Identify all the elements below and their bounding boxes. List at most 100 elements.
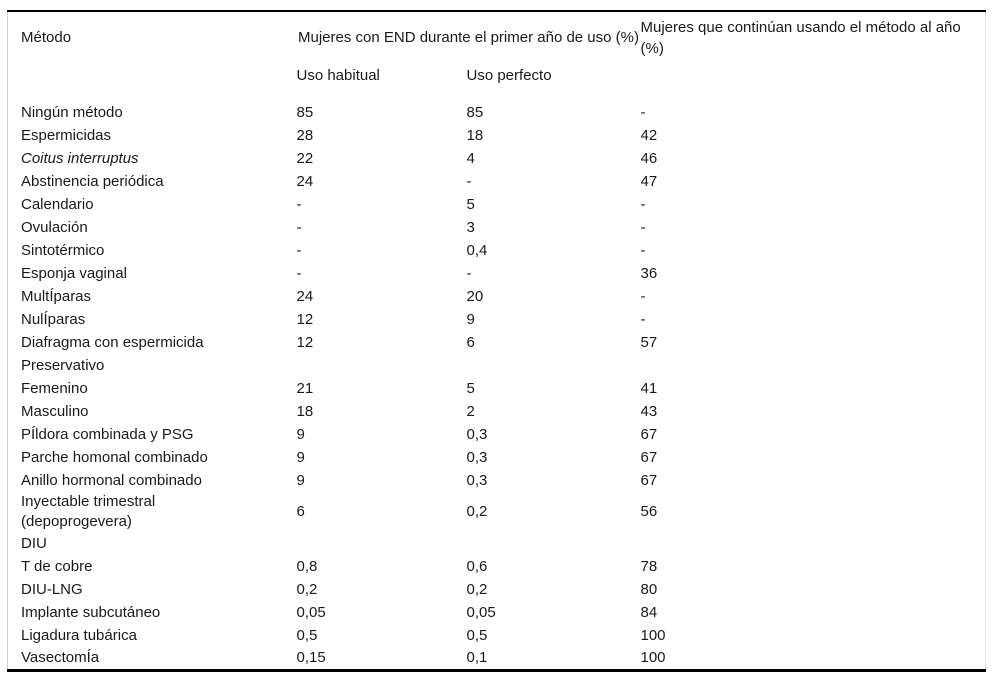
continua-cell: -	[640, 195, 646, 213]
method-cell: Ovulación	[21, 218, 88, 236]
uso-perfecto-cell: 5	[466, 379, 475, 397]
method-cell: Coitus interruptus	[21, 149, 139, 167]
method-cell: Abstinencia periódica	[21, 172, 164, 190]
continua-cell: -	[640, 241, 646, 259]
method-cell: T de cobre	[21, 557, 93, 575]
continua-cell: -	[640, 103, 646, 121]
subheader-uso-habitual: Uso habitual	[296, 67, 380, 84]
uso-habitual-cell: 12	[296, 310, 314, 328]
continua-cell: 41	[640, 379, 658, 397]
table-row: Espermicidas 28 18 42	[8, 124, 986, 147]
continua-cell: 57	[640, 333, 658, 351]
method-cell: Preservativo	[21, 356, 105, 374]
continua-cell: 100	[640, 648, 666, 666]
uso-habitual-cell	[297, 532, 467, 555]
uso-habitual-cell	[297, 354, 467, 377]
table-row: T de cobre 0,8 0,6 78	[8, 555, 986, 578]
uso-habitual-cell: 0,2	[296, 580, 318, 598]
header-row-groups: Método Mujeres con END durante el primer…	[8, 11, 986, 63]
continua-cell: 47	[640, 172, 658, 190]
contraceptive-methods-table: Método Mujeres con END durante el primer…	[7, 10, 986, 672]
table-row: Ligadura tubárica 0,5 0,5 100	[8, 624, 986, 647]
continua-cell: 67	[640, 471, 658, 489]
method-cell: Espermicidas	[21, 126, 112, 144]
continua-cell: 46	[640, 149, 658, 167]
uso-perfecto-cell: 0,4	[466, 241, 488, 259]
uso-habitual-cell: 6	[296, 503, 305, 520]
table-row: Ningún método 85 85 -	[8, 101, 986, 124]
table-row: Masculino 18 2 43	[8, 400, 986, 423]
method-cell: MultÍparas	[21, 287, 92, 305]
uso-habitual-cell: 24	[296, 172, 314, 190]
continua-cell: -	[640, 287, 646, 305]
uso-habitual-cell: -	[296, 241, 302, 259]
method-cell: Sintotérmico	[21, 241, 105, 259]
uso-perfecto-cell: 0,6	[466, 557, 488, 575]
method-cell: Anillo hormonal combinado	[21, 471, 202, 489]
uso-habitual-cell: 28	[296, 126, 314, 144]
uso-habitual-cell: -	[296, 218, 302, 236]
table-row: Parche homonal combinado 9 0,3 67	[8, 446, 986, 469]
uso-perfecto-cell: 3	[466, 218, 475, 236]
table-row: DIU	[8, 532, 986, 555]
uso-perfecto-cell	[467, 532, 641, 555]
table-row: DIU-LNG 0,2 0,2 80	[8, 578, 986, 601]
uso-habitual-cell: 18	[296, 402, 314, 420]
method-cell: PÍldora combinada y PSG	[21, 425, 194, 443]
uso-perfecto-cell: 0,3	[466, 448, 488, 466]
table-row: Inyectable trimestral (depoprogevera) 6 0,2…	[8, 492, 986, 532]
uso-perfecto-cell: -	[466, 172, 472, 190]
subheader-empty-2	[641, 63, 986, 101]
uso-perfecto-cell: 20	[466, 287, 484, 305]
method-cell: Diafragma con espermicida	[21, 333, 204, 351]
continua-cell: 42	[640, 126, 658, 144]
uso-perfecto-cell: 0,3	[466, 425, 488, 443]
method-cell: DIU-LNG	[21, 580, 83, 598]
uso-habitual-cell: 21	[296, 379, 314, 397]
uso-perfecto-cell: 0,3	[466, 471, 488, 489]
uso-perfecto-cell: 5	[466, 195, 475, 213]
method-cell: Implante subcutáneo	[21, 603, 161, 621]
table-row: Abstinencia periódica 24 - 47	[8, 170, 986, 193]
subheader-uso-perfecto: Uso perfecto	[466, 67, 552, 84]
continua-cell: 80	[640, 580, 658, 598]
uso-habitual-cell: 0,8	[296, 557, 318, 575]
column-header-end-first-year: Mujeres con END durante el primer año de…	[298, 29, 639, 46]
continua-cell: 84	[640, 603, 658, 621]
table-row: Ovulación - 3 -	[8, 216, 986, 239]
method-cell: Masculino	[21, 402, 89, 420]
subheader-empty	[8, 63, 297, 101]
method-cell: DIU	[21, 534, 47, 552]
continua-cell: 56	[640, 503, 658, 520]
header-row-sub: Uso habitual Uso perfecto	[8, 63, 986, 101]
uso-habitual-cell: 85	[296, 103, 314, 121]
uso-habitual-cell: 9	[296, 448, 305, 466]
table-row: Diafragma con espermicida 12 6 57	[8, 331, 986, 354]
uso-habitual-cell: -	[296, 264, 302, 282]
method-cell: Ningún método	[21, 103, 123, 121]
table-container: Método Mujeres con END durante el primer…	[7, 10, 986, 672]
uso-perfecto-cell: 2	[466, 402, 475, 420]
method-cell: Calendario	[21, 195, 94, 213]
method-cell: VasectomÍa	[21, 648, 100, 666]
table-row: Sintotérmico - 0,4 -	[8, 239, 986, 262]
continua-cell: -	[640, 218, 646, 236]
table-row: Calendario - 5 -	[8, 193, 986, 216]
table-row: Esponja vaginal - - 36	[8, 262, 986, 285]
continua-cell: 100	[640, 626, 666, 644]
uso-perfecto-cell: 18	[466, 126, 484, 144]
column-header-continue-using: Mujeres que continúan usando el método a…	[640, 18, 961, 57]
uso-perfecto-cell: 85	[466, 103, 484, 121]
table-row: Femenino 21 5 41	[8, 377, 986, 400]
continua-cell	[641, 354, 986, 377]
continua-cell: 36	[640, 264, 658, 282]
uso-perfecto-cell	[467, 354, 641, 377]
uso-perfecto-cell: -	[466, 264, 472, 282]
uso-perfecto-cell: 0,5	[466, 626, 488, 644]
method-cell: NulÍparas	[21, 310, 86, 328]
continua-cell: 67	[640, 425, 658, 443]
column-header-metodo: Método	[21, 29, 72, 46]
continua-cell	[641, 532, 986, 555]
table-row: Anillo hormonal combinado 9 0,3 67	[8, 469, 986, 492]
uso-habitual-cell: 9	[296, 425, 305, 443]
